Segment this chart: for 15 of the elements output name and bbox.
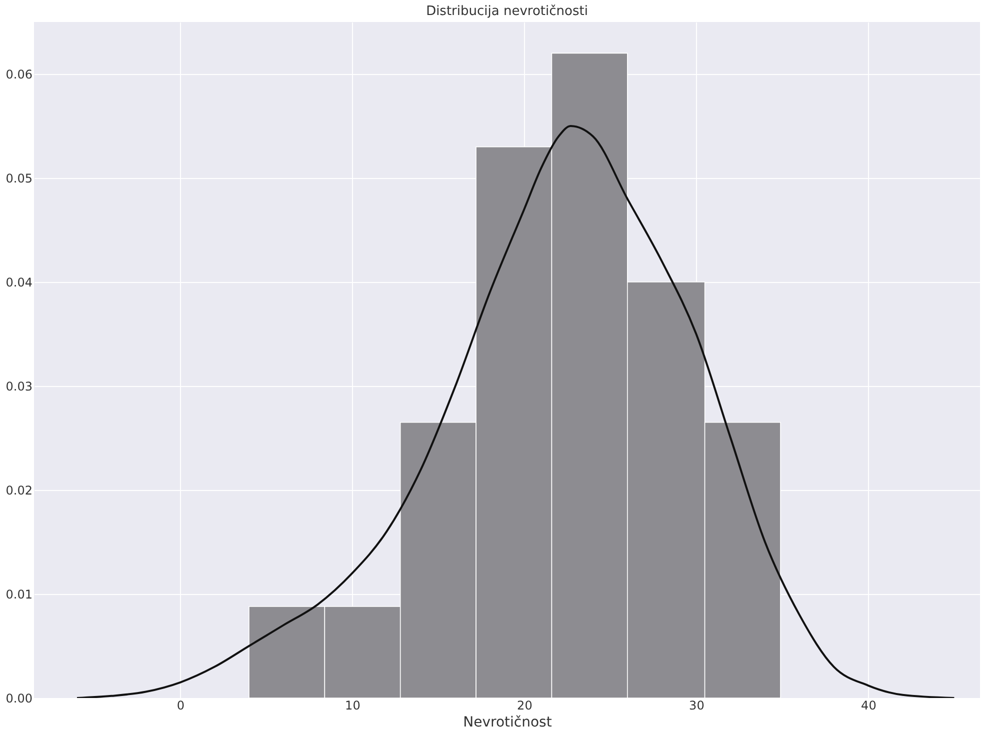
x-tick-label: 40 [861,698,876,712]
x-tick-label: 30 [689,698,704,712]
x-tick-label: 0 [176,698,185,712]
y-tick-label: 0.05 [6,172,32,186]
y-tick-label: 0.02 [6,484,32,498]
y-tick-label: 0.06 [6,68,32,82]
line-series [76,125,956,698]
y-tick-label: 0.01 [6,588,32,602]
x-axis-title: Nevrotičnost [463,714,552,730]
chart-title: Distribucija nevrotičnosti [426,4,588,19]
x-tick-label: 20 [517,698,532,712]
y-tick-label: 0.04 [6,276,32,290]
x-tick-label: 10 [345,698,360,712]
y-tick-label: 0.00 [6,692,32,706]
y-tick-label: 0.03 [6,380,32,394]
